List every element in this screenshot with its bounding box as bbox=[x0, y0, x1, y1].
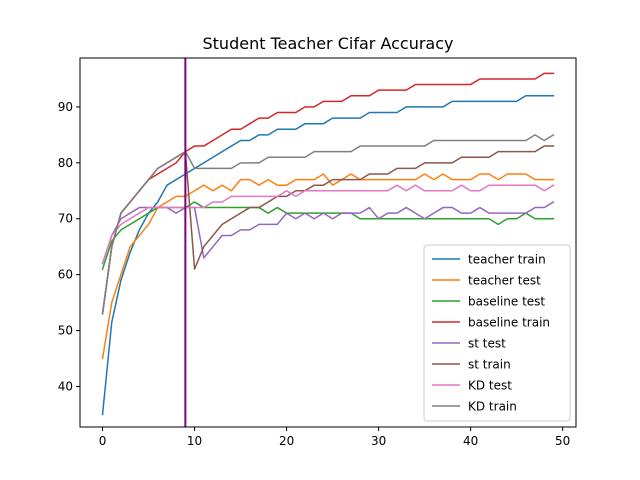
y-tick-label: 90 bbox=[58, 100, 73, 114]
y-tick-label: 50 bbox=[58, 324, 73, 338]
series-line-kd-train bbox=[101, 133, 555, 315]
legend: teacher train teacher test baseline test ba… bbox=[423, 244, 571, 422]
y-tick-label: 40 bbox=[58, 379, 73, 393]
series-line-kd-test bbox=[101, 184, 555, 265]
x-tick-label: 30 bbox=[371, 434, 386, 448]
x-tick-label: 0 bbox=[99, 434, 107, 448]
chart-title: Student Teacher Cifar Accuracy bbox=[203, 34, 454, 53]
series-line-st-test bbox=[101, 200, 555, 265]
series-line-baseline-train bbox=[101, 72, 555, 315]
x-tick-label: 10 bbox=[187, 434, 202, 448]
series-line-teacher-train bbox=[101, 94, 555, 416]
y-tick-label: 80 bbox=[58, 156, 73, 170]
legend-box bbox=[423, 244, 571, 422]
legend-label-st-train: st train bbox=[468, 358, 511, 372]
legend-label-baseline-test: baseline test bbox=[468, 295, 545, 309]
x-tick-label: 40 bbox=[463, 434, 478, 448]
y-axis: 40 50 60 70 80 90 bbox=[58, 100, 80, 393]
legend-label-baseline-train: baseline train bbox=[468, 316, 550, 330]
x-tick-label: 20 bbox=[279, 434, 294, 448]
series-line-teacher-test bbox=[101, 173, 555, 360]
legend-label-teacher-train: teacher train bbox=[468, 253, 546, 267]
x-axis: 0 10 20 30 40 50 bbox=[99, 427, 570, 448]
legend-label-kd-train: KD train bbox=[468, 400, 517, 414]
legend-label-teacher-test: teacher test bbox=[468, 274, 541, 288]
x-tick-label: 50 bbox=[555, 434, 570, 448]
plot-area bbox=[101, 58, 555, 427]
y-tick-label: 70 bbox=[58, 212, 73, 226]
legend-label-kd-test: KD test bbox=[468, 379, 512, 393]
legend-label-st-test: st test bbox=[468, 337, 506, 351]
y-tick-label: 60 bbox=[58, 268, 73, 282]
axes-frame bbox=[79, 57, 577, 428]
